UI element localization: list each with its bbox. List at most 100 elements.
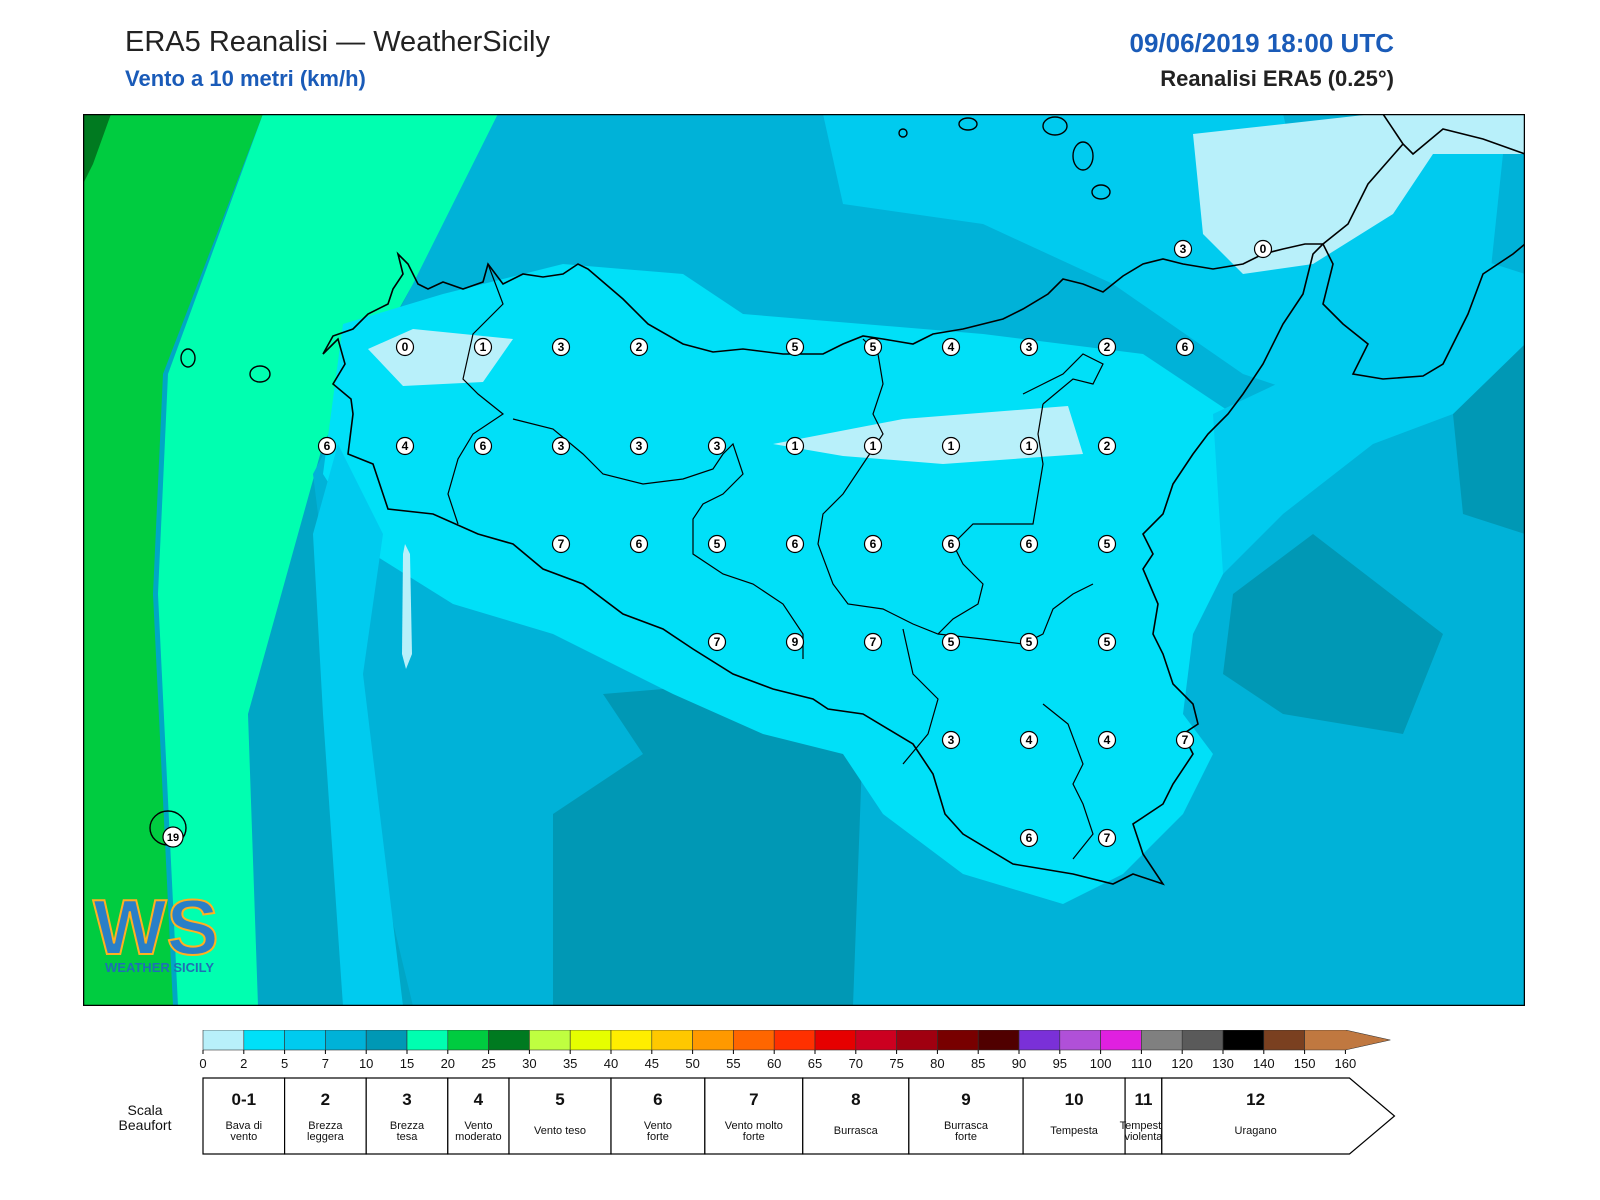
colorbar-segment	[1018, 1030, 1061, 1051]
station-value-marker: 5	[707, 534, 727, 554]
station-value-marker: 4	[1097, 730, 1117, 750]
colorbar-segment	[406, 1030, 449, 1051]
station-value-label: 5	[714, 537, 721, 551]
station-value-marker: 4	[395, 436, 415, 456]
beaufort-cell: 3 Brezza tesa	[365, 1077, 449, 1155]
station-value-marker: 19	[162, 826, 184, 848]
station-value-label: 7	[558, 537, 565, 551]
station-value-label: 7	[1104, 831, 1111, 845]
beaufort-number: 7	[749, 1090, 758, 1109]
wind-field-deep-ne	[1453, 344, 1525, 534]
beaufort-number: 0-1	[232, 1090, 257, 1109]
station-value-marker: 5	[863, 337, 883, 357]
colorbar-tick-label: 15	[400, 1056, 414, 1071]
station-value-marker: 3	[1173, 239, 1193, 259]
station-value-label: 3	[948, 733, 955, 747]
beaufort-cell: 4 Vento moderato	[447, 1077, 510, 1155]
station-value-marker: 6	[785, 534, 805, 554]
colorbar-tick-label: 0	[199, 1056, 206, 1071]
station-value-label: 7	[870, 635, 877, 649]
wind-field-deep-sw	[553, 674, 863, 1006]
station-value-marker: 5	[785, 337, 805, 357]
station-value-marker: 7	[1175, 730, 1195, 750]
station-value-label: 3	[558, 340, 565, 354]
beaufort-number: 5	[555, 1090, 564, 1109]
station-value-label: 1	[948, 439, 955, 453]
colorbar-segment	[365, 1030, 408, 1051]
colorbar-tick-label: 85	[971, 1056, 985, 1071]
colorbar-segment	[937, 1030, 979, 1051]
wind-field-cyan-north	[823, 114, 1503, 394]
beaufort-cell: 10 Tempesta	[1022, 1077, 1126, 1155]
beaufort-number: 3	[402, 1090, 411, 1109]
station-value-marker: 3	[1019, 337, 1039, 357]
colorbar-segment	[447, 1030, 489, 1051]
calm-zone-strait	[402, 544, 412, 669]
station-value-marker: 4	[1019, 730, 1039, 750]
station-value-label: 5	[1104, 635, 1111, 649]
station-value-marker: 2	[1097, 436, 1117, 456]
station-value-label: 6	[480, 439, 487, 453]
colorbar-segment	[651, 1030, 693, 1051]
colorbar-segment	[202, 1030, 245, 1051]
colorbar-segment	[1304, 1030, 1391, 1051]
beaufort-cell: 5 Vento teso	[508, 1077, 612, 1155]
station-value-label: 3	[636, 439, 643, 453]
colorbar	[202, 1030, 1391, 1051]
colorbar-tick-label: 50	[685, 1056, 699, 1071]
beaufort-cell: 9 Burrasca forte	[908, 1077, 1024, 1155]
station-value-label: 4	[948, 340, 955, 354]
beaufort-label: Scala Beaufort	[119, 1102, 172, 1133]
colorbar-segment	[284, 1030, 326, 1051]
colorbar-tick-label: 65	[808, 1056, 822, 1071]
station-value-label: 6	[1182, 340, 1189, 354]
station-value-label: 6	[948, 537, 955, 551]
wind-field-darkgreen	[83, 114, 111, 184]
weathersicily-logo: WS WEATHER SICILY	[92, 882, 220, 975]
province-boundaries	[447, 263, 1104, 860]
wind-map: 3 0 0 1 3 2 5 5 4 3 2 6 6 4 6 3 3 3 1 1 1 1 2 7 6 5 6 6 6 6 5 7 9 7 5 5 5 3 4 4…	[83, 114, 1525, 1006]
wind-field-green	[83, 114, 263, 1006]
beaufort-cell: 2 Brezza leggera	[284, 1077, 367, 1155]
colorbar-tick-label: 10	[359, 1056, 373, 1071]
wind-field-cyan-west-strip	[313, 444, 403, 1006]
colorbar-tick-label: 110	[1131, 1056, 1152, 1071]
station-value-marker: 5	[1019, 632, 1039, 652]
colorbar-segment	[977, 1030, 1020, 1051]
station-value-marker: 7	[551, 534, 571, 554]
colorbar-tick-label: 20	[441, 1056, 455, 1071]
station-value-label: 1	[1026, 439, 1033, 453]
colorbar-segment	[896, 1030, 938, 1051]
beaufort-name: Brezza tesa	[390, 1120, 425, 1143]
station-value-marker: 6	[1019, 534, 1039, 554]
colorbar-segment	[692, 1030, 734, 1051]
station-value-marker: 3	[707, 436, 727, 456]
station-value-marker: 3	[629, 436, 649, 456]
station-value-label: 4	[402, 439, 409, 453]
colorbar-segment	[773, 1030, 816, 1051]
colorbar-segment	[1059, 1030, 1101, 1051]
colorbar-tick-label: 5	[281, 1056, 288, 1071]
colorbar-tick-label: 140	[1253, 1056, 1275, 1071]
station-value-marker: 6	[317, 436, 337, 456]
beaufort-number: 4	[474, 1090, 484, 1109]
beaufort-name: Tempesta	[1050, 1125, 1099, 1137]
station-value-label: 1	[870, 439, 877, 453]
station-value-marker: 0	[395, 337, 415, 357]
colorbar-tick-label: 40	[604, 1056, 618, 1071]
wind-speed-legend: 0 2 5 7 10 15 20 25 30 35 40 45 50 55 60 65 70 75 80 85 90 95…	[119, 1030, 1396, 1155]
colorbar-segment	[1100, 1030, 1142, 1051]
beaufort-number: 8	[851, 1090, 860, 1109]
station-value-marker: 1	[863, 436, 883, 456]
beaufort-name: Burrasca forte	[944, 1120, 989, 1143]
station-value-label: 6	[792, 537, 799, 551]
station-value-marker: 3	[941, 730, 961, 750]
calm-zone-center	[773, 406, 1083, 464]
station-value-label: 6	[324, 439, 331, 453]
colorbar-tick-label: 55	[726, 1056, 740, 1071]
station-value-marker: 6	[941, 534, 961, 554]
station-value-marker: 1	[1019, 436, 1039, 456]
colorbar-ticks: 0 2 5 7 10 15 20 25 30 35 40 45 50 55 60 65 70 75 80 85 90 95…	[199, 1050, 1356, 1071]
colorbar-segment	[610, 1030, 653, 1051]
station-value-marker: 7	[863, 632, 883, 652]
